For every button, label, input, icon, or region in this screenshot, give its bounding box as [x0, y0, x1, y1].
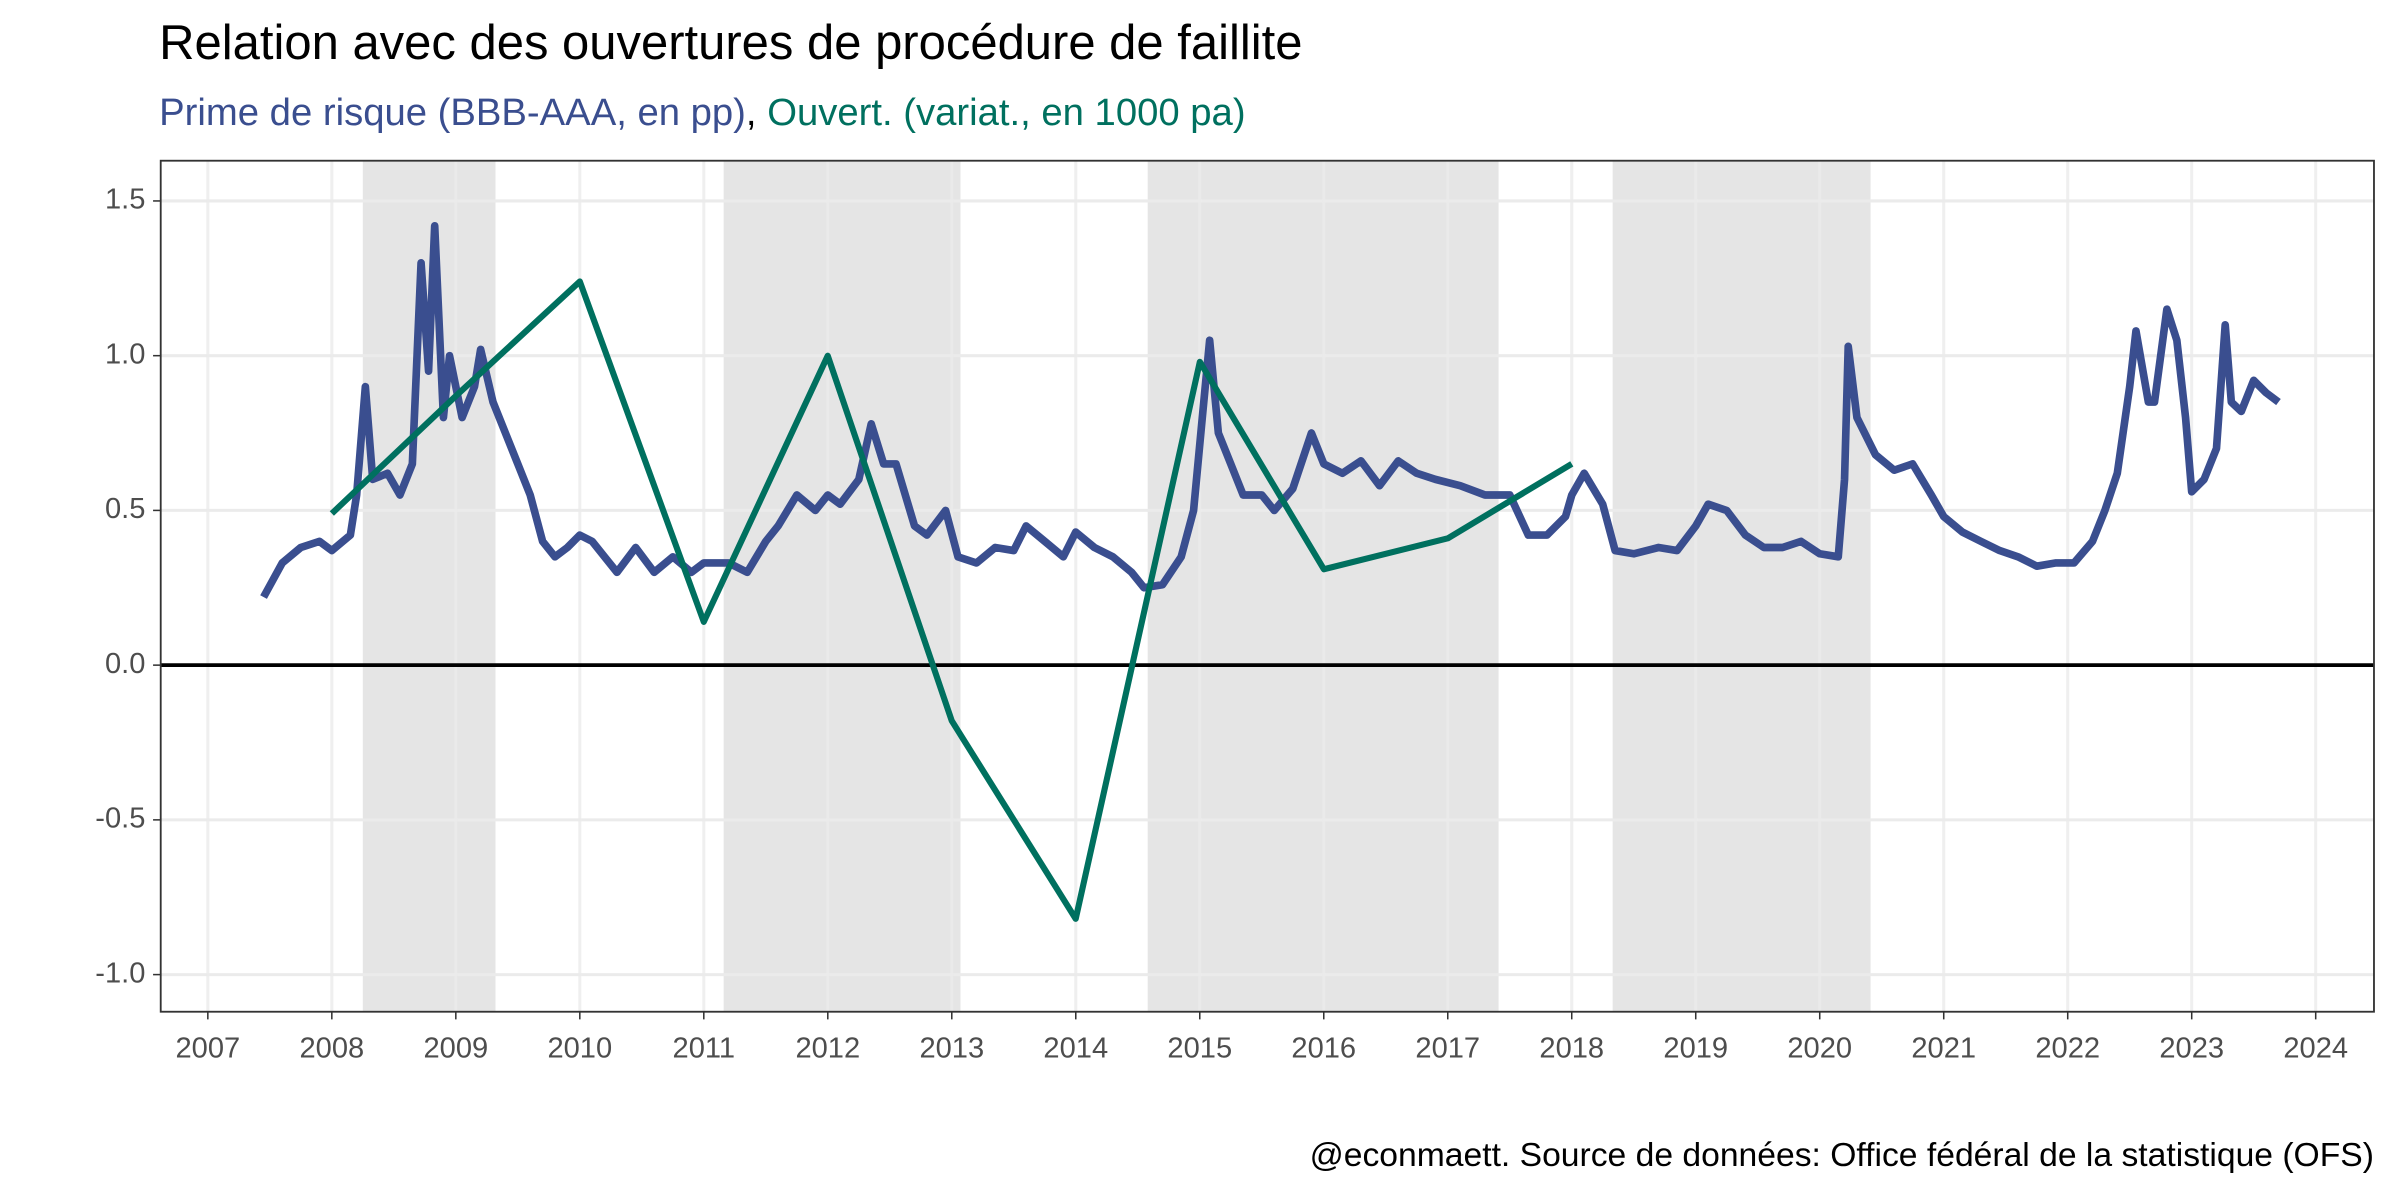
legend-entry: Ouvert. (variat., en 1000 pa): [767, 91, 1245, 134]
chart-title: Relation avec des ouvertures de procédur…: [159, 16, 1302, 70]
shaded-period: [1612, 160, 1871, 1012]
subtitle-separator: ,: [746, 91, 767, 134]
x-tick-label: 2024: [2283, 1033, 2348, 1065]
x-tick-label: 2017: [1415, 1033, 1480, 1065]
x-tick-label: 2014: [1043, 1033, 1108, 1065]
x-tick-label: 2021: [1911, 1033, 1976, 1065]
x-tick-label: 2010: [547, 1033, 612, 1065]
plot-border: [159, 159, 2375, 1013]
y-tick-label: -0.5: [95, 803, 145, 835]
x-tick-label: 2013: [919, 1033, 984, 1065]
x-tick-label: 2012: [795, 1033, 860, 1065]
y-tick-label: 0.5: [105, 493, 145, 525]
y-tick-label: 0.0: [105, 648, 145, 680]
x-tick-label: 2022: [2035, 1033, 2100, 1065]
x-tick-label: 2009: [423, 1033, 488, 1065]
y-tick-label: 1.0: [105, 338, 145, 370]
x-tick-label: 2023: [2159, 1033, 2224, 1065]
caption: @econmaett. Source de données: Office fé…: [1310, 1137, 2374, 1174]
x-tick-label: 2011: [673, 1033, 736, 1065]
x-tick-label: 2015: [1167, 1033, 1232, 1065]
x-tick-label: 2016: [1291, 1033, 1356, 1065]
x-tick-label: 2008: [299, 1033, 364, 1065]
x-tick-label: 2020: [1787, 1033, 1852, 1065]
series-line: [329, 278, 1574, 922]
x-tick-label: 2007: [175, 1033, 240, 1065]
y-tick-label: 1.5: [105, 184, 145, 216]
series-line: [260, 221, 2281, 599]
subtitle: Prime de risque (BBB-AAA, en pp), Ouvert…: [159, 91, 1245, 134]
shaded-period: [723, 160, 961, 1012]
x-tick-label: 2018: [1539, 1033, 1604, 1065]
legend-entry: Prime de risque (BBB-AAA, en pp): [159, 91, 746, 134]
x-tick-label: 2019: [1663, 1033, 1728, 1065]
y-tick-label: -1.0: [95, 957, 145, 989]
